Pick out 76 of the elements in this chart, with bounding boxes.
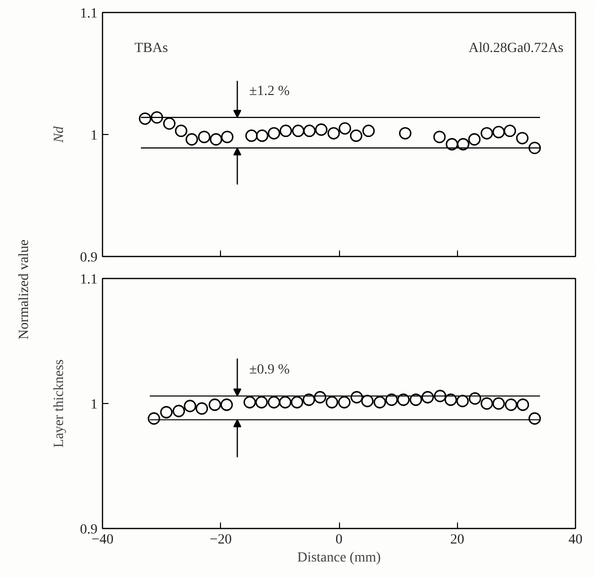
- point: [456, 138, 470, 150]
- point: [444, 394, 457, 406]
- point: [163, 117, 176, 130]
- point: [516, 398, 530, 411]
- point: [385, 394, 398, 406]
- point: [268, 396, 280, 408]
- x-tick-label: −20: [210, 532, 232, 548]
- point: [350, 130, 362, 142]
- annotation: ±0.9 %: [249, 362, 290, 378]
- point: [292, 124, 304, 138]
- x-tick-label: 0: [336, 532, 342, 548]
- point: [338, 122, 352, 135]
- annotation: Al0.28Ga0.72As: [468, 41, 564, 56]
- point: [327, 127, 340, 140]
- text: Normalized value: [17, 240, 32, 340]
- point: [468, 133, 481, 146]
- point: [278, 396, 292, 408]
- point: [210, 133, 222, 146]
- point: [362, 124, 375, 138]
- point: [256, 130, 268, 142]
- point: [492, 126, 505, 138]
- point: [314, 391, 326, 404]
- point: [138, 112, 152, 125]
- point: [421, 391, 434, 404]
- point: [150, 111, 164, 124]
- point: [303, 124, 316, 138]
- point: [492, 397, 505, 410]
- point: [245, 130, 258, 142]
- point: [172, 404, 185, 418]
- point: [208, 398, 222, 411]
- point: [480, 397, 494, 410]
- point: [410, 394, 422, 406]
- point: [184, 400, 196, 412]
- point: [198, 130, 210, 144]
- point: [186, 133, 198, 146]
- point: [399, 127, 412, 140]
- point: [148, 412, 160, 425]
- point: [315, 123, 328, 136]
- point: [516, 132, 528, 144]
- y-tick-label: 0.9: [80, 250, 98, 266]
- point: [350, 391, 363, 404]
- y-tick-label: 1.1: [80, 6, 98, 22]
- point: [480, 127, 494, 140]
- point: [338, 396, 351, 408]
- point: [504, 124, 516, 138]
- point: [160, 406, 173, 418]
- point: [361, 394, 374, 408]
- point: [433, 130, 446, 144]
- point: [374, 396, 386, 408]
- point: [255, 396, 268, 408]
- point: [397, 394, 410, 406]
- point: [244, 396, 256, 408]
- point: [302, 394, 316, 406]
- x-tick-label: 20: [450, 532, 464, 548]
- y-tick-label: 1: [90, 398, 98, 412]
- x-axis-title: Distance (mm): [297, 550, 382, 566]
- point: [504, 398, 518, 411]
- point: [326, 396, 338, 408]
- point: [290, 396, 304, 408]
- point: [446, 138, 458, 150]
- point: [434, 390, 446, 402]
- point: [268, 127, 280, 140]
- y-axis-title: Layer thickness: [52, 359, 67, 448]
- annotation: ±1.2 %: [249, 84, 290, 99]
- y-tick-label: 1.1: [80, 272, 98, 288]
- point: [196, 402, 208, 415]
- x-tick-label: 40: [568, 532, 582, 548]
- y-tick-label: 1: [90, 128, 98, 144]
- point: [174, 124, 188, 138]
- point: [221, 130, 234, 144]
- point: [220, 398, 233, 411]
- point: [456, 394, 469, 408]
- annotation: TBAs: [134, 41, 168, 56]
- point: [280, 124, 292, 138]
- y-axis-title: Nd: [52, 125, 67, 144]
- point: [468, 392, 482, 405]
